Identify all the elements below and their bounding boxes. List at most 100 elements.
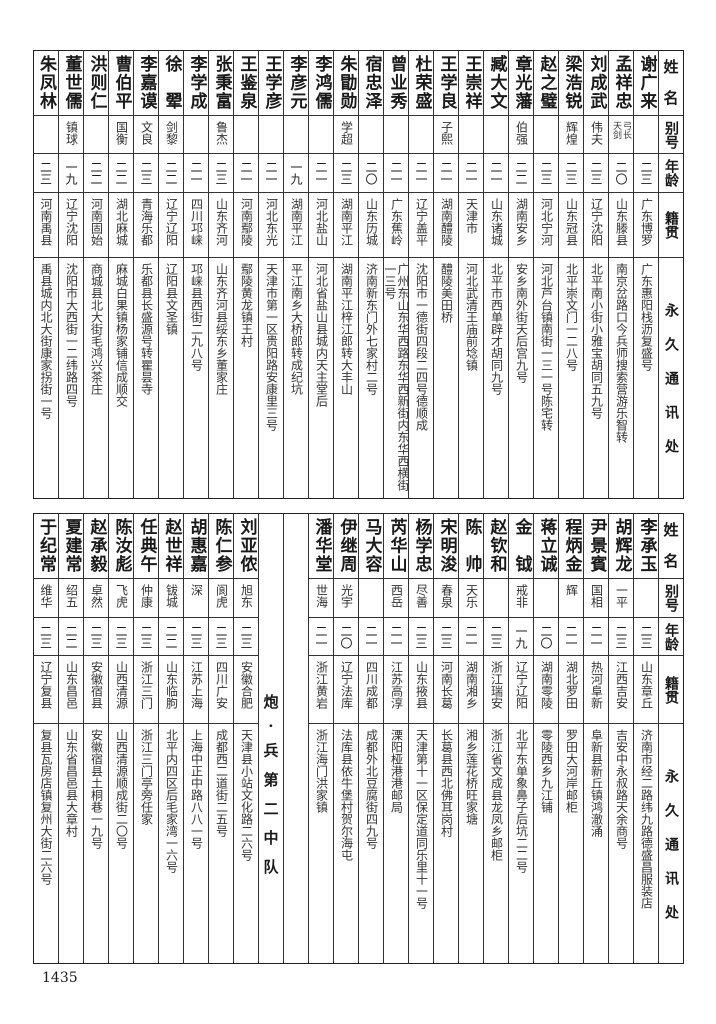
table-row: 李鸿儒 二一 河北盐山 河北省盐山县城内天主堂后 (308, 51, 333, 498)
person-address-cell: 醴陵美田桥 (434, 258, 458, 498)
person-alias-cell: 一平 (609, 579, 633, 618)
person-name-cell: 宋明浚 (434, 514, 458, 579)
person-address: 沈阳市大西街一二纬路四号 (64, 263, 79, 407)
person-address: 广州东山东华西路东华西新街内东华西横街一三号 (384, 262, 408, 491)
person-age-cell: 二一 (559, 618, 583, 656)
person-name: 朱勖勋 (336, 55, 357, 109)
person-alias: 辉煌 (564, 121, 579, 145)
person-address-cell: 成都外北豆腐街四九号 (359, 724, 383, 963)
person-name-cell: 陈汝彪 (109, 514, 133, 579)
person-origin: 辽宁辽阳 (164, 198, 179, 246)
table-row: 任典午 仲康 二三 浙江三门 浙江三门亭旁任家 (133, 514, 158, 963)
person-age-cell: 二三 (134, 154, 158, 193)
person-origin-cell: 山东掖县 (409, 656, 433, 724)
person-age: 二〇 (539, 624, 553, 649)
person-name: 芮华山 (386, 518, 407, 572)
table-row: 李嘉谟 文良 二三 青海乐都 乐都县长盛源号转瞿昙寺 (133, 51, 158, 498)
table-row: 杨学忠 尽善 二三 山东掖县 天津第十一区保定道同乐里十一号 (408, 514, 433, 963)
person-alias-cell: 深 (184, 579, 208, 618)
person-age: 一九 (514, 624, 528, 649)
person-name-cell: 金钺 (509, 514, 533, 579)
person-address-cell: 济南市经二路纬九路德盛昌服装店 (634, 724, 658, 963)
person-origin-cell: 山东历城 (359, 193, 383, 258)
person-name-cell: 蒋立诚 (534, 514, 558, 579)
person-origin: 辽宁沈阳 (64, 198, 79, 246)
header-age-cell: 年龄 (659, 618, 683, 656)
person-address-cell: 乐都县长盛源号转瞿昙寺 (134, 258, 158, 498)
person-address: 天津市第一区贵阳路安康里三号 (264, 263, 279, 431)
person-address-cell: 天津市第一区贵阳路安康里三号 (259, 258, 283, 498)
person-age-cell: 一九 (59, 154, 83, 193)
person-address-cell: 天津县小站文化路二六号 (234, 724, 258, 963)
person-age-cell: 二二 (509, 154, 533, 193)
person-origin: 浙江三门 (139, 661, 154, 709)
person-name: 伊继周 (336, 518, 357, 572)
table-row: 梁浩锐 辉煌 二三 山东冠县 北平崇文门一二八号 (558, 51, 583, 498)
person-alias: 国相 (589, 584, 604, 608)
person-alias: 春泉 (439, 584, 454, 608)
person-origin-cell: 山东滕县 (609, 193, 633, 258)
person-address-cell: 鄢陵黄龙镇王村 (234, 258, 258, 498)
person-address: 北平市西单辟才胡同九号 (489, 263, 504, 395)
person-origin: 山东临朐 (164, 661, 179, 709)
person-address: 邛崃县西街二九八号 (189, 263, 204, 371)
person-address: 禹县城内北大街康家拐街一号 (39, 263, 53, 419)
person-origin: 辽宁盖平 (414, 198, 429, 246)
person-name-cell: 赵世祥 (159, 514, 183, 579)
person-address-cell: 辽阳县文圣镇 (159, 258, 183, 498)
person-address-cell: 法库县依牛堡村贺尔海屯 (334, 724, 358, 963)
person-age: 二一 (239, 161, 253, 185)
person-address-cell: 成都西二道街二五号 (209, 724, 233, 963)
person-address-cell: 安乡南外街天后宫九号 (509, 258, 533, 498)
person-origin-cell: 河南鄢陵 (234, 193, 258, 258)
person-alias-cell: 伟夫 (584, 116, 608, 154)
person-alias: 仲康 (139, 584, 154, 608)
person-age-cell: 二三 (33, 618, 58, 656)
person-origin-cell: 辽宁复县 (33, 656, 58, 724)
person-age-cell: 二一 (584, 618, 608, 656)
person-address: 零陵西乡九江铺 (539, 729, 554, 813)
person-address: 广东惠阳栈沥复盛号 (639, 263, 654, 371)
person-name-cell: 王学良 (434, 51, 458, 116)
person-origin: 辽宁法库 (339, 661, 354, 709)
person-origin-cell: 山东冠县 (559, 193, 583, 258)
person-name-cell: 李鸿儒 (309, 51, 333, 116)
person-origin: 山东诸城 (489, 198, 504, 246)
person-age-cell: 二〇 (609, 154, 633, 193)
person-name: 杨学忠 (411, 518, 432, 572)
person-address: 平江南乡大桥郎转成纪坑 (289, 263, 304, 395)
person-name: 王鉴泉 (236, 55, 257, 109)
person-address-cell: 溧阳桠港港邮局 (384, 724, 408, 963)
person-origin-cell: 山东齐河 (209, 193, 233, 258)
person-address: 乐都县长盛源号转瞿昙寺 (139, 263, 154, 395)
person-alias: 一平 (614, 584, 629, 608)
table-row: 朱勖勋 学超 二三 湖南平江 湖南平江梓江郎转大丰山 (333, 51, 358, 498)
person-name-cell: 李彦元 (284, 51, 308, 116)
table-row: 李彦元 一九 湖南平江 平江南乡大桥郎转成纪坑 (283, 51, 308, 498)
header-address: 永久通讯处 (663, 768, 679, 919)
table-row: 宿忠泽 二〇 山东历城 济南新东门外七家村二号 (358, 51, 383, 498)
person-name-cell: 徐翚 (159, 51, 183, 116)
person-origin-cell: 江苏高淳 (384, 656, 408, 724)
person-origin: 山东冠县 (564, 198, 579, 246)
person-name: 李鸿儒 (311, 55, 332, 109)
person-address: 山东省昌邑县大章村 (64, 729, 79, 837)
person-alias: 飞虎 (114, 584, 129, 608)
person-alias-cell (84, 116, 108, 154)
person-alias-cell: 世海 (309, 579, 333, 618)
person-origin: 湖北罗田 (564, 661, 579, 709)
person-age-cell: 二三 (209, 154, 233, 193)
person-address: 长葛县西北佛耳岗村 (439, 729, 454, 837)
person-name: 任典午 (136, 518, 157, 572)
person-address: 济南新东门外七家村二号 (364, 263, 379, 395)
person-alias-cell (309, 116, 333, 154)
person-name: 刘成武 (586, 55, 607, 109)
person-alias-cell: 春泉 (434, 579, 458, 618)
person-name: 潘华堂 (311, 518, 332, 572)
person-age-cell: 二二 (159, 618, 183, 656)
person-address: 浙江三门亭旁任家 (139, 729, 154, 825)
person-address-cell: 安徽宿县土桐巷一九号 (84, 724, 108, 963)
table-row: 芮华山 西岳 二一 江苏高淳 溧阳桠港港邮局 (383, 514, 408, 963)
person-age: 二一 (264, 161, 278, 185)
person-age-cell: 二三 (409, 618, 433, 656)
